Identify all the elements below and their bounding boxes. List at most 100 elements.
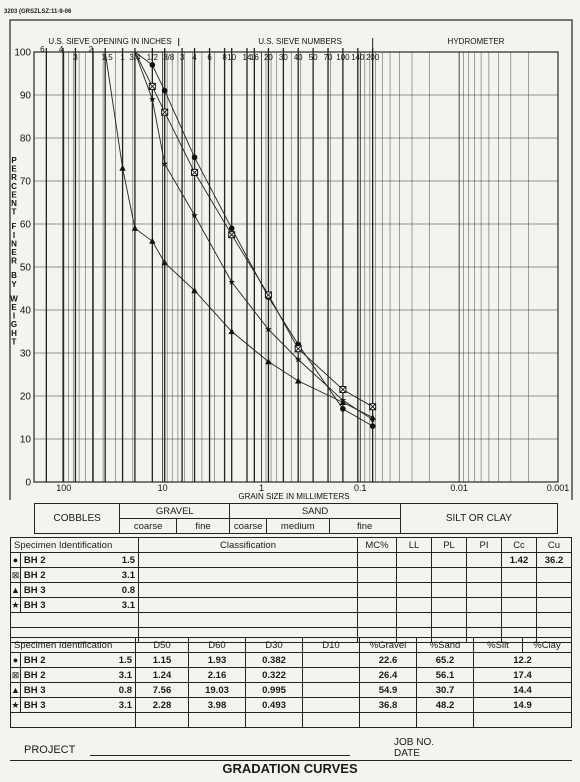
triangle-marker — [119, 164, 126, 171]
triangle-marker — [339, 399, 347, 406]
series-symbol: ▲ — [10, 582, 21, 598]
d50-value: 1.15 — [135, 652, 189, 668]
d10-value — [302, 667, 360, 683]
marker-shape — [339, 386, 347, 393]
marker-shape — [191, 212, 198, 219]
marker-shape — [131, 224, 139, 231]
triangle-marker — [265, 358, 272, 365]
star-marker — [161, 160, 168, 167]
gravel-value: 36.8 — [359, 697, 417, 713]
marker-shape — [161, 259, 168, 266]
y-tick-label: 20 — [20, 392, 32, 403]
y-axis-label-char: T — [12, 208, 17, 217]
chart-grid — [33, 38, 559, 483]
number-sieve-label: 50 — [309, 53, 318, 62]
boxed-x-marker — [369, 403, 377, 411]
number-sieve-label: 6 — [207, 53, 212, 62]
specimen-bh: BH 2 — [19, 652, 89, 668]
number-sieve-label: 40 — [294, 53, 303, 62]
number-sieve-label: 140 — [351, 53, 365, 62]
triangle-marker — [161, 259, 168, 266]
y-axis-label-char: B — [11, 271, 17, 280]
marker-shape — [161, 160, 168, 167]
y-tick-label: 60 — [20, 220, 32, 231]
table-row: ★ BH 3 3.1 — [10, 597, 572, 613]
gradation-table: Specimen Identification D50 D60 D30 D10 … — [10, 637, 572, 728]
y-axis-label-char: N — [11, 239, 17, 248]
gradation-chart: 0 10 20 30 40 50 60 70 80 90 100 100 10 1 0.1 0.01 0.001… — [9, 19, 573, 500]
star-marker — [339, 396, 347, 404]
series-symbol: ▲ — [10, 682, 21, 698]
sand-value: 56.1 — [416, 667, 474, 683]
cc-value — [501, 597, 537, 613]
boxed-x-marker — [191, 168, 199, 176]
star-marker — [369, 416, 376, 423]
y-tick-label: 80 — [20, 134, 32, 145]
marker-shape — [161, 87, 168, 94]
y-axis-label-char: I — [13, 312, 15, 321]
inch-sieve-label: 3/4 — [129, 53, 141, 62]
x-tick-label: 0.01 — [450, 483, 468, 493]
y-axis-label-char: C — [11, 182, 17, 191]
series-layer — [104, 51, 377, 429]
d10-value — [302, 697, 360, 713]
marker-shape — [340, 406, 346, 412]
y-tick-label: 100 — [14, 48, 31, 59]
silt-clay-value: 12.2 — [473, 652, 572, 668]
y-axis-label-char: T — [12, 337, 17, 346]
inch-sieve-label: 3 — [73, 53, 78, 62]
y-axis-label-char: E — [11, 190, 17, 199]
d50-value: 2.28 — [135, 697, 189, 713]
number-sieve-label: 100 — [336, 53, 350, 62]
x-axis-label: GRAIN SIZE IN MILLIMETERS — [238, 492, 349, 500]
y-tick-label: 90 — [20, 91, 32, 102]
t2-header-sand: %Sand — [416, 637, 474, 653]
y-axis-label-char: R — [11, 173, 17, 182]
number-sieve-label: 30 — [279, 53, 288, 62]
marker-shape — [119, 164, 126, 171]
x-tick-label: 0.001 — [547, 483, 570, 493]
x-tick-label: 10 — [158, 483, 168, 493]
marker-shape — [339, 399, 347, 406]
inch-sieve-label: 1/2 — [147, 53, 159, 62]
marker-shape — [149, 95, 156, 103]
specimen-bh: BH 3 — [19, 597, 90, 613]
sieve-inches-title: U.S. SIEVE OPENING IN INCHES — [48, 37, 171, 46]
gravel-coarse: coarse — [119, 518, 177, 534]
gravel-value: 22.6 — [359, 652, 417, 668]
d60-value: 3.98 — [188, 697, 246, 713]
t2-header-silt: %Silt — [473, 637, 523, 653]
t1-header-cu: Cu — [536, 537, 572, 553]
number-sieve-label: 3 — [180, 53, 185, 62]
marker-shape — [161, 108, 169, 116]
marker-shape — [228, 278, 235, 285]
classification-band: COBBLES GRAVEL SAND SILT OR CLAY coarse … — [33, 503, 559, 534]
specimen-depth: 3.1 — [88, 667, 137, 683]
t2-header-d60: D60 — [188, 637, 246, 653]
triangle-marker — [191, 287, 198, 294]
specimen-depth: 1.5 — [88, 652, 137, 668]
t1-header-specimen: Specimen Identification — [10, 537, 139, 553]
series-symbol: ● — [10, 552, 21, 568]
number-sieve-label: 8 — [222, 53, 227, 62]
triangle-marker — [149, 237, 156, 244]
inch-sieve-label: 1.5 — [102, 53, 114, 62]
inch-sieve-label: 2 — [89, 45, 94, 54]
specimen-bh: BH 3 — [19, 682, 89, 698]
sand-fine: fine — [328, 518, 401, 534]
cobbles-label: COBBLES — [33, 503, 121, 534]
specimen-bh: BH 2 — [19, 567, 90, 583]
specimen-depth: 0.8 — [89, 582, 139, 598]
cu-value — [536, 597, 572, 613]
number-sieve-label: 200 — [366, 53, 380, 62]
chart-labels: 0 10 20 30 40 50 60 70 80 90 100 100 10 1 0.1 0.01 0.001… — [10, 37, 569, 500]
y-axis-label-char: W — [10, 294, 18, 303]
series-symbol: ★ — [10, 597, 21, 613]
silt-clay-value: 14.4 — [473, 682, 572, 698]
specimen-depth: 3.1 — [89, 597, 139, 613]
d30-value: 0.322 — [245, 667, 303, 683]
marker-shape — [339, 396, 347, 404]
circle-marker — [369, 423, 376, 429]
y-tick-label: 10 — [20, 435, 32, 446]
number-sieve-label: 16 — [250, 53, 259, 62]
